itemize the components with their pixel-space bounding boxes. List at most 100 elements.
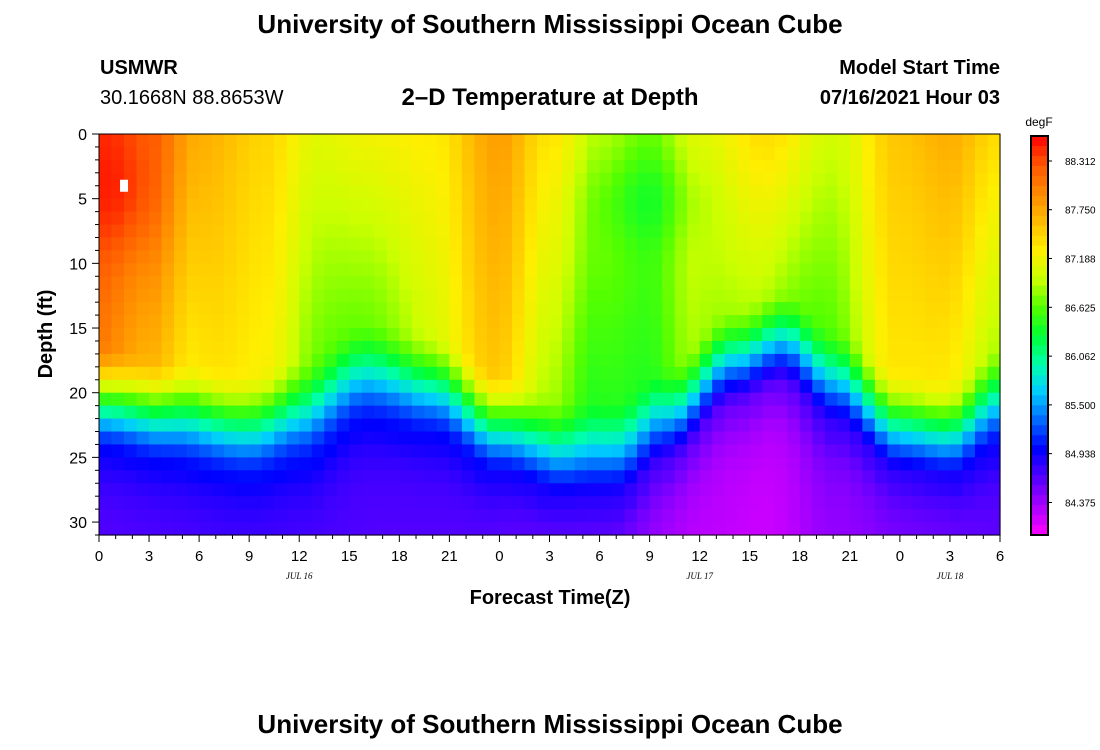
heatmap-cell [862,496,876,510]
heatmap-cell [562,457,576,471]
heatmap-cell [411,444,425,458]
heatmap-cell [874,470,888,484]
heatmap-cell [249,250,263,264]
heatmap-cell [924,159,939,174]
heatmap-cell [799,328,813,342]
heatmap-cell [524,496,538,510]
heatmap-cell [787,198,801,213]
heatmap-cell [924,418,939,433]
heatmap-cell [161,146,175,161]
heatmap-cell [499,250,513,264]
heatmap-cell [912,237,926,252]
heatmap-cell [974,263,989,277]
heatmap-cell [949,431,964,446]
heatmap-cell [374,379,388,394]
heatmap-cell [674,405,688,420]
heatmap-cell [674,496,688,510]
heatmap-cell [837,522,851,536]
heatmap-cell [937,444,951,458]
heatmap-cell [274,366,288,381]
heatmap-cell [874,392,888,407]
heatmap-cell [149,470,163,484]
heatmap-cell [612,457,626,471]
heatmap-cell [549,405,563,420]
heatmap-cell [837,302,851,316]
heatmap-cell [274,211,288,226]
heatmap-cell [511,340,526,355]
heatmap-cell [211,250,225,264]
heatmap-cell [236,250,250,264]
heatmap-cell [99,276,113,290]
heatmap-cell [987,379,1001,394]
heatmap-cell [461,379,476,394]
heatmap-cell [862,224,876,239]
heatmap-cell [949,224,964,239]
colorbar-swatch [1031,445,1048,456]
heatmap-cell [549,134,563,148]
heatmap-cell [461,522,476,536]
heatmap-cell [762,353,776,368]
heatmap-cell [712,185,726,200]
heatmap-cell [549,211,563,226]
heatmap-cell [849,237,863,252]
heatmap-cell [411,457,425,471]
heatmap-cell [486,470,501,484]
heatmap-cell [699,457,713,471]
heatmap-cell [499,159,513,174]
heatmap-cell [799,185,813,200]
heatmap-cell [299,302,313,316]
heatmap-cell [562,250,576,264]
heatmap-cell [687,418,701,433]
heatmap-cell [637,159,651,174]
heatmap-cell [749,159,763,174]
heatmap-cell [299,198,313,213]
heatmap-cell [411,198,425,213]
heatmap-cell [562,211,576,226]
heatmap-cell [912,444,926,458]
heatmap-cell [812,522,826,536]
heatmap-cell [161,263,175,277]
heatmap-cell [186,392,200,407]
heatmap-cell [211,470,225,484]
heatmap-cell [624,185,638,200]
heatmap-cell [587,509,601,523]
heatmap-cell [111,328,125,342]
heatmap-cell [124,328,138,342]
heatmap-cell [674,146,688,161]
heatmap-cell [874,302,888,316]
heatmap-cell [436,263,450,277]
heatmap-cell [874,134,888,148]
heatmap-cell [824,444,838,458]
heatmap-cell [649,509,663,523]
heatmap-cell [99,496,113,510]
heatmap-cell [849,457,863,471]
heatmap-cell [136,134,150,148]
heatmap-cell [899,392,913,407]
heatmap-cell [161,276,175,290]
heatmap-cell [424,405,438,420]
heatmap-cell [324,134,338,148]
heatmap-cell [399,172,413,187]
heatmap-cell [111,159,125,174]
heatmap-cell [649,315,663,329]
heatmap-cell [436,496,450,510]
heatmap-cell [937,172,951,187]
heatmap-cell [887,353,901,368]
heatmap-cell [249,146,263,161]
heatmap-cell [812,405,826,420]
heatmap-cell [511,444,526,458]
heatmap-cell [862,146,876,161]
heatmap-cell [99,302,113,316]
heatmap-cell [574,263,588,277]
heatmap-cell [236,302,250,316]
heatmap-cell [574,289,588,303]
heatmap-cell [324,444,338,458]
heatmap-cell [874,250,888,264]
heatmap-cell [536,315,551,329]
heatmap-cell [374,172,388,187]
heatmap-cell [336,444,350,458]
heatmap-cell [562,470,576,484]
heatmap-cell [274,276,288,290]
heatmap-cell [612,379,626,394]
heatmap-cell [274,444,288,458]
